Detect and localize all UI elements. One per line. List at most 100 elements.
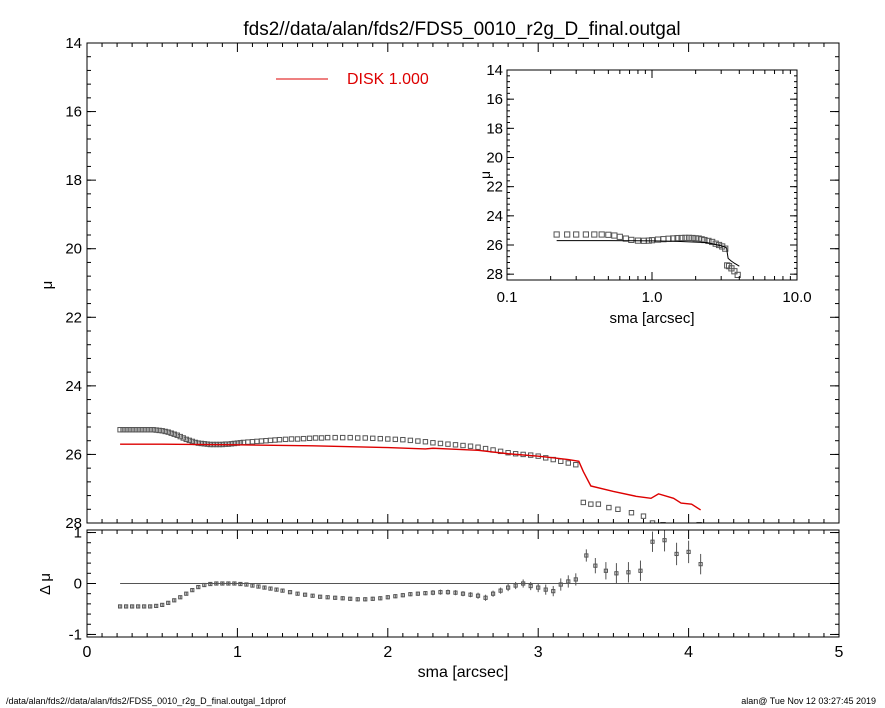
inset-data-point (648, 237, 656, 244)
main-data-point (180, 435, 186, 441)
inset-data-point (682, 234, 689, 241)
inset-data-point (591, 231, 598, 238)
main-data-point (150, 427, 156, 433)
residual-data-point (136, 604, 141, 609)
main-data-point (228, 441, 235, 447)
residual-x-tick-label: 5 (835, 644, 844, 661)
residual-data-point (232, 581, 237, 586)
inset-axis-ticks: 14 16 18 20 22 24 26 28 0.1 1.0 10.0 (486, 62, 811, 306)
inset-data-point (722, 245, 729, 252)
main-data-point (445, 441, 451, 447)
residuals-panel: 10-10 1 2 3 4 5 sma [arcsec] Δ μ (37, 525, 844, 681)
residual-data-point (423, 591, 428, 596)
residual-data-point (220, 581, 225, 586)
residual-data-point (536, 585, 541, 590)
inset-data-point (674, 235, 681, 242)
inset-data-point (685, 234, 693, 241)
residual-data-point (148, 604, 153, 609)
residual-data-point (698, 562, 703, 567)
inset-data-point (709, 238, 716, 246)
main-data-point (430, 440, 436, 446)
main-y-tick-label: 22 (65, 309, 82, 326)
inset-background (507, 70, 797, 280)
residual-data-point (202, 582, 207, 588)
residual-y-tick-label: -1 (69, 626, 82, 643)
main-data-point (362, 435, 368, 441)
main-data-point (588, 501, 594, 507)
inset-x-axis-label: sma [arcsec] (609, 310, 694, 327)
residual-data-point (483, 595, 488, 600)
footer-file-path: /data/alan/fds2//data/alan/fds2/FDS5_001… (6, 696, 286, 706)
main-data-point (294, 436, 301, 442)
residual-x-tick-label: 0 (83, 644, 92, 661)
main-data-point (377, 435, 383, 442)
inset-data-point (628, 236, 635, 243)
residual-data-point (124, 604, 129, 609)
residual-data-point (287, 590, 293, 595)
main-data-point (198, 440, 205, 447)
main-data-point (628, 510, 635, 516)
residual-data-point (166, 600, 171, 605)
main-data-point (159, 428, 165, 434)
main-data-point (117, 427, 123, 433)
main-data-point (671, 524, 675, 528)
inset-x-tick-label: 10.0 (782, 289, 811, 306)
main-data-point (171, 431, 177, 437)
residual-data-point (584, 553, 589, 558)
main-data-point (370, 435, 376, 442)
inset-data-point (731, 268, 738, 275)
main-data-point (120, 427, 126, 433)
inset-y-tick-label: 22 (486, 179, 503, 196)
main-axis-ticks: 14 16 18 20 22 24 26 28 (65, 35, 840, 532)
residual-data-point (172, 598, 177, 603)
residual-data-point (551, 589, 556, 594)
inset-data-point (564, 231, 571, 238)
main-data-point (276, 436, 283, 443)
main-data-point (249, 439, 256, 445)
main-data-point (282, 436, 289, 443)
main-data-point (123, 427, 129, 433)
main-data-point (126, 427, 132, 433)
main-data-point (165, 429, 171, 435)
main-data-point (183, 436, 189, 443)
main-data-point (565, 460, 571, 466)
residual-data-point (468, 592, 473, 597)
inset-data-point (616, 233, 623, 240)
main-data-point (355, 435, 361, 441)
residual-data-point (558, 582, 563, 587)
main-data-point (482, 445, 489, 452)
inset-model-curve (556, 240, 740, 267)
main-data-point (407, 437, 414, 444)
residual-x-tick-label: 1 (233, 644, 242, 661)
residual-data-point (178, 595, 183, 600)
main-data-point (332, 434, 338, 441)
residual-data-point (160, 602, 165, 607)
residual-data-point (528, 583, 533, 589)
residual-data-point (310, 593, 315, 598)
residual-data-point (506, 585, 511, 590)
residual-data-point (400, 593, 405, 598)
residual-y-tick-label: 1 (74, 525, 82, 542)
main-data-point (138, 427, 144, 433)
residual-data-point (393, 594, 398, 599)
inset-data-point (678, 234, 685, 242)
residual-x-axis-label: sma [arcsec] (418, 664, 509, 681)
inset-y-tick-label: 18 (486, 120, 503, 137)
main-data-point (437, 440, 444, 447)
inset-data-point (582, 231, 589, 238)
residual-data-point (378, 596, 383, 601)
main-data-point (347, 434, 353, 441)
main-data-point (135, 427, 141, 433)
residual-data-point (340, 596, 345, 601)
residual-data-point (573, 577, 578, 582)
disk-model-line (120, 443, 702, 511)
inset-y-tick-label: 16 (486, 91, 503, 108)
main-data-point (392, 436, 399, 443)
main-data-point (505, 450, 511, 456)
residual-y-tick-label: 0 (74, 576, 82, 593)
residual-data-point (318, 594, 323, 599)
residual-data-point (686, 549, 691, 555)
main-data-point (300, 435, 307, 442)
